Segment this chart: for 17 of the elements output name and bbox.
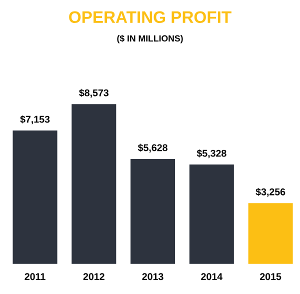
x-tick-label: 2013 <box>142 272 164 280</box>
bar <box>12 130 58 264</box>
x-tick-label: 2012 <box>83 272 104 280</box>
data-label: $7,153 <box>20 115 50 124</box>
x-tick-label: 2015 <box>260 272 282 280</box>
data-label: $8,573 <box>79 88 109 98</box>
data-label: $5,628 <box>138 144 168 152</box>
x-tick-label: 2014 <box>201 272 222 280</box>
data-label: $3,256 <box>256 188 286 197</box>
data-label: $5,328 <box>196 149 226 158</box>
chart-title: OPERATING PROFIT <box>69 11 232 23</box>
bar <box>72 104 116 264</box>
bar <box>248 202 293 264</box>
bar <box>130 158 176 264</box>
bar <box>189 164 234 264</box>
x-tick-label: 2011 <box>24 272 46 280</box>
chart-subtitle: ($ IN MILLIONS) <box>117 34 183 44</box>
